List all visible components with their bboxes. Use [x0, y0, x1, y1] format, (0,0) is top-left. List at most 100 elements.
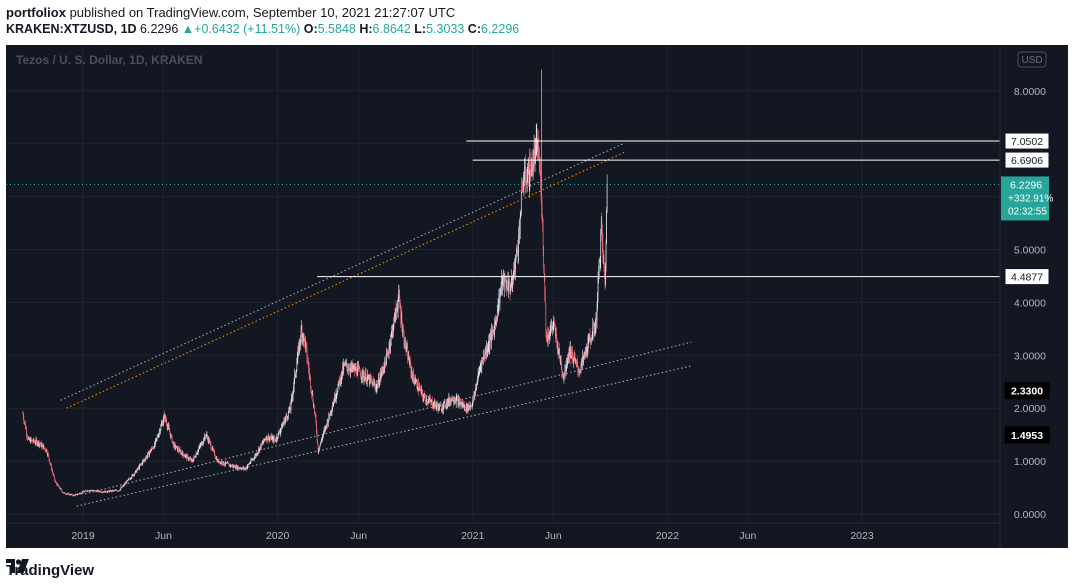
candle-down	[492, 330, 494, 332]
candle-up	[132, 474, 133, 476]
candle-up	[464, 405, 466, 408]
candle-down	[534, 149, 535, 152]
candle-down	[416, 380, 418, 388]
candle-up	[366, 381, 368, 383]
candle-up	[367, 374, 369, 378]
candle-down	[181, 452, 182, 454]
candle-down	[68, 493, 69, 495]
candle-up	[63, 492, 65, 494]
candle-down	[184, 456, 186, 458]
candle-up	[583, 352, 585, 356]
candle-down	[471, 406, 473, 407]
price-chart[interactable]: Tezos / U. S. Dollar, 1D, KRAKEN USD 0.000…	[6, 45, 1068, 548]
candle-down	[486, 347, 488, 352]
candle-down	[532, 162, 533, 176]
candle-down	[360, 376, 362, 379]
candle-down	[424, 394, 426, 398]
candle-up	[318, 448, 320, 451]
candle-up	[481, 360, 483, 368]
candle-up	[415, 380, 417, 382]
candle-up	[523, 181, 525, 185]
candle-up	[90, 490, 91, 491]
candle-up	[395, 308, 396, 322]
candle-up	[331, 409, 333, 411]
candle-down	[316, 423, 317, 433]
candle-up	[391, 330, 393, 334]
candle-down	[399, 304, 401, 310]
candle-down	[69, 493, 71, 495]
candle-up	[519, 217, 521, 234]
candle-up	[605, 263, 606, 285]
candle-up	[224, 464, 226, 466]
candle-down	[132, 474, 134, 476]
candle-down	[426, 398, 428, 403]
candle-up	[575, 359, 577, 361]
candle-up	[86, 490, 88, 492]
candle-down	[395, 308, 397, 311]
candle-up	[355, 367, 357, 371]
candle-down	[49, 459, 50, 463]
candle-down	[421, 389, 423, 393]
candle-down	[330, 410, 332, 413]
candle-down	[253, 458, 254, 460]
candle-down	[327, 420, 329, 424]
candle-down	[25, 423, 26, 429]
candle-down	[448, 397, 450, 404]
candle-down	[427, 402, 429, 403]
candle-down	[100, 492, 102, 493]
candle-down	[52, 472, 54, 475]
candle-up	[259, 446, 261, 449]
candle-down	[309, 373, 310, 375]
candle-down	[317, 439, 318, 444]
candle-up	[423, 394, 425, 398]
footer-brand[interactable]: TradingView	[6, 561, 95, 579]
candle-down	[356, 367, 357, 375]
candle-up	[352, 367, 354, 369]
candle-down	[396, 308, 398, 311]
candle-down	[23, 417, 25, 422]
candle-down	[123, 484, 125, 486]
candle-down	[101, 492, 103, 493]
candle-down	[408, 361, 410, 365]
candle-down	[525, 181, 527, 184]
candle-down	[437, 406, 439, 411]
candle-up	[482, 358, 483, 361]
candle-up	[263, 438, 265, 443]
price-label-box	[1004, 268, 1050, 286]
candle-up	[328, 413, 330, 421]
chart-panel[interactable]: Tezos / U. S. Dollar, 1D, KRAKEN USD 0.000…	[6, 45, 1068, 548]
candle-up	[565, 368, 567, 372]
candle-down	[111, 490, 113, 492]
candle-up	[199, 446, 201, 447]
candle-down	[522, 186, 523, 189]
candle-down	[601, 233, 603, 243]
candle-up	[145, 457, 147, 460]
candle-down	[79, 493, 81, 494]
candle-down	[546, 336, 548, 341]
candle-down	[22, 413, 24, 415]
candle-up	[459, 402, 461, 405]
candle-up	[225, 462, 226, 465]
candle-down	[547, 340, 548, 342]
candle-up	[600, 232, 602, 257]
candle-down	[215, 457, 217, 459]
candle-up	[362, 370, 363, 378]
candle-down	[545, 329, 547, 337]
candle-down	[211, 449, 213, 451]
candle-down	[150, 450, 152, 452]
author-name[interactable]: portfoliox	[6, 5, 66, 20]
candle-up	[80, 493, 82, 495]
candle-up	[480, 365, 482, 367]
candle-down	[194, 456, 196, 458]
candle-up	[568, 347, 570, 358]
candle-up	[91, 490, 93, 492]
candle-down	[565, 364, 566, 372]
candle-up	[254, 456, 256, 459]
candle-down	[60, 488, 62, 490]
candle-up	[336, 393, 338, 395]
candle-down	[53, 475, 55, 478]
candle-down	[328, 413, 330, 416]
candle-up	[157, 436, 159, 438]
price-label-text: 6.6906	[1011, 155, 1043, 167]
candle-up	[512, 277, 514, 288]
